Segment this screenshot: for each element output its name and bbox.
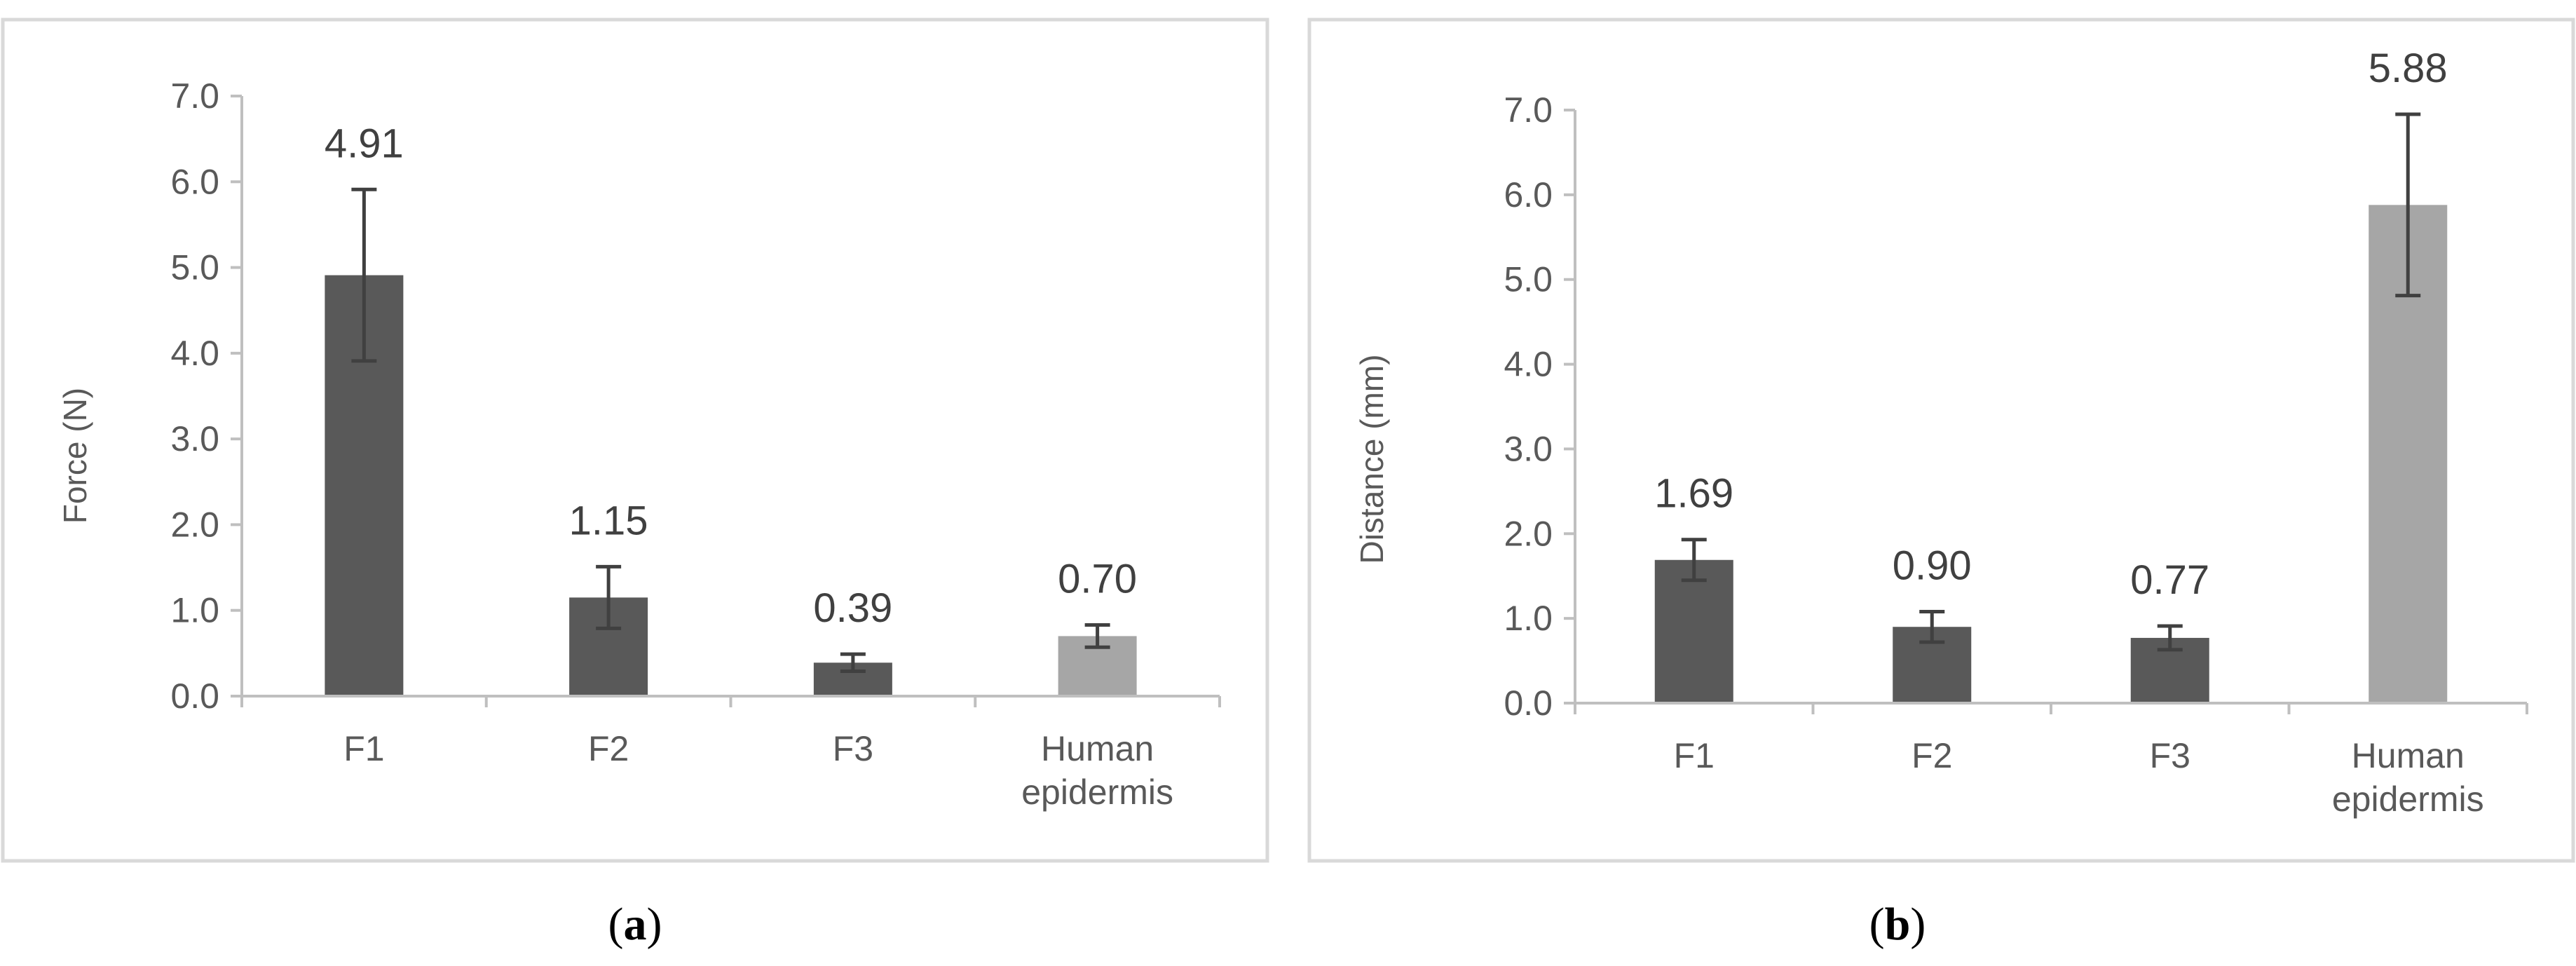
chart-a-x-tick-label: F1 xyxy=(343,729,384,768)
chart-b-error-bar xyxy=(2395,112,2421,298)
chart-b-error-bar xyxy=(1681,538,1707,583)
chart-a-axes xyxy=(231,95,1221,707)
chart-a-y-axis-title: Force (N) xyxy=(57,388,93,524)
chart-b-y-tick-label: 2.0 xyxy=(1504,514,1553,553)
chart-a-x-tick-label: F2 xyxy=(588,729,629,768)
chart-b-x-tick-labels: F1 F2 F3 Human epidermis xyxy=(1674,736,2484,819)
chart-a-frame xyxy=(1,18,1269,863)
chart-a-y-tick-label: 1.0 xyxy=(170,591,219,630)
chart-b-y-tick-label: 1.0 xyxy=(1504,599,1553,638)
chart-a-y-tick-label: 0.0 xyxy=(170,676,219,716)
chart-a-error-bar xyxy=(840,652,866,674)
chart-a-data-label: 1.15 xyxy=(569,498,648,543)
chart-b-x-tick-label: F1 xyxy=(1674,736,1715,775)
chart-a-data-label: 0.39 xyxy=(813,585,892,631)
chart-a-y-tick-label: 3.0 xyxy=(170,419,219,458)
chart-b-y-tick-label: 3.0 xyxy=(1504,429,1553,468)
chart-b-y-tick-label: 0.0 xyxy=(1504,683,1553,723)
chart-b-caption: (b) xyxy=(1869,899,1926,950)
chart-a-x-tick-label: F3 xyxy=(833,729,873,768)
chart-b-frame xyxy=(1307,18,2575,863)
chart-b-error-bars xyxy=(1681,112,2421,652)
chart-b-error-bar xyxy=(2157,624,2183,652)
chart-b-data-label: 0.77 xyxy=(2130,557,2209,603)
chart-a-error-bar xyxy=(1084,623,1110,649)
chart-a-y-tick-label: 4.0 xyxy=(170,334,219,373)
chart-a-error-bar xyxy=(596,564,622,630)
chart-a-error-bar xyxy=(351,187,377,363)
chart-b-y-tick-label: 5.0 xyxy=(1504,260,1553,299)
chart-b-data-label: 0.90 xyxy=(1893,543,1972,588)
chart-b-data-labels: 1.69 0.90 0.77 5.88 xyxy=(1654,46,2447,603)
chart-a-y-tick-label: 7.0 xyxy=(170,76,219,116)
chart-a-caption: (a) xyxy=(608,899,662,950)
chart-a-x-tick-label: Human epidermis xyxy=(1021,729,1173,812)
chart-b-y-ticks: 0.0 1.0 2.0 3.0 4.0 5.0 6.0 7.0 xyxy=(1504,90,1553,723)
chart-b-y-tick-label: 7.0 xyxy=(1504,90,1553,130)
chart-b-x-tick-label: F2 xyxy=(1911,736,1952,775)
chart-panel-b: Distance (mm) 0.0 1.0 2.0 3.0 4.0 5.0 6.0 7.0 1… xyxy=(1307,18,2575,950)
chart-b-bar xyxy=(1654,559,1733,703)
chart-b-error-bar xyxy=(1919,609,1945,644)
chart-a-x-tick-labels: F1 F2 F3 Human epidermis xyxy=(343,729,1173,812)
chart-a-y-tick-label: 6.0 xyxy=(170,162,219,201)
chart-panel-a: Force (N) 0.0 1.0 2.0 3.0 4.0 5.0 6.0 7.0 4.91 1… xyxy=(1,18,1269,950)
chart-b-y-axis-title: Distance (mm) xyxy=(1354,354,1390,564)
chart-b-data-label: 1.69 xyxy=(1654,471,1733,517)
chart-a-error-bars xyxy=(351,187,1110,674)
chart-b-caption-letter: b xyxy=(1885,899,1911,950)
chart-a-y-tick-label: 2.0 xyxy=(170,505,219,544)
chart-b-y-tick-label: 4.0 xyxy=(1504,345,1553,384)
chart-a-caption-letter: a xyxy=(624,899,647,950)
chart-b-y-tick-label: 6.0 xyxy=(1504,175,1553,215)
chart-b-x-tick-label: Human epidermis xyxy=(2332,736,2484,819)
chart-b-data-label: 5.88 xyxy=(2369,46,2448,91)
chart-a-data-label: 0.70 xyxy=(1058,557,1137,602)
chart-a-y-ticks: 0.0 1.0 2.0 3.0 4.0 5.0 6.0 7.0 xyxy=(170,76,219,716)
chart-a-data-label: 4.91 xyxy=(325,121,404,166)
chart-a-y-tick-label: 5.0 xyxy=(170,248,219,287)
chart-a-data-labels: 4.91 1.15 0.39 0.70 xyxy=(325,121,1137,631)
chart-b-axes xyxy=(1564,109,2528,714)
chart-b-x-tick-label: F3 xyxy=(2150,736,2190,775)
